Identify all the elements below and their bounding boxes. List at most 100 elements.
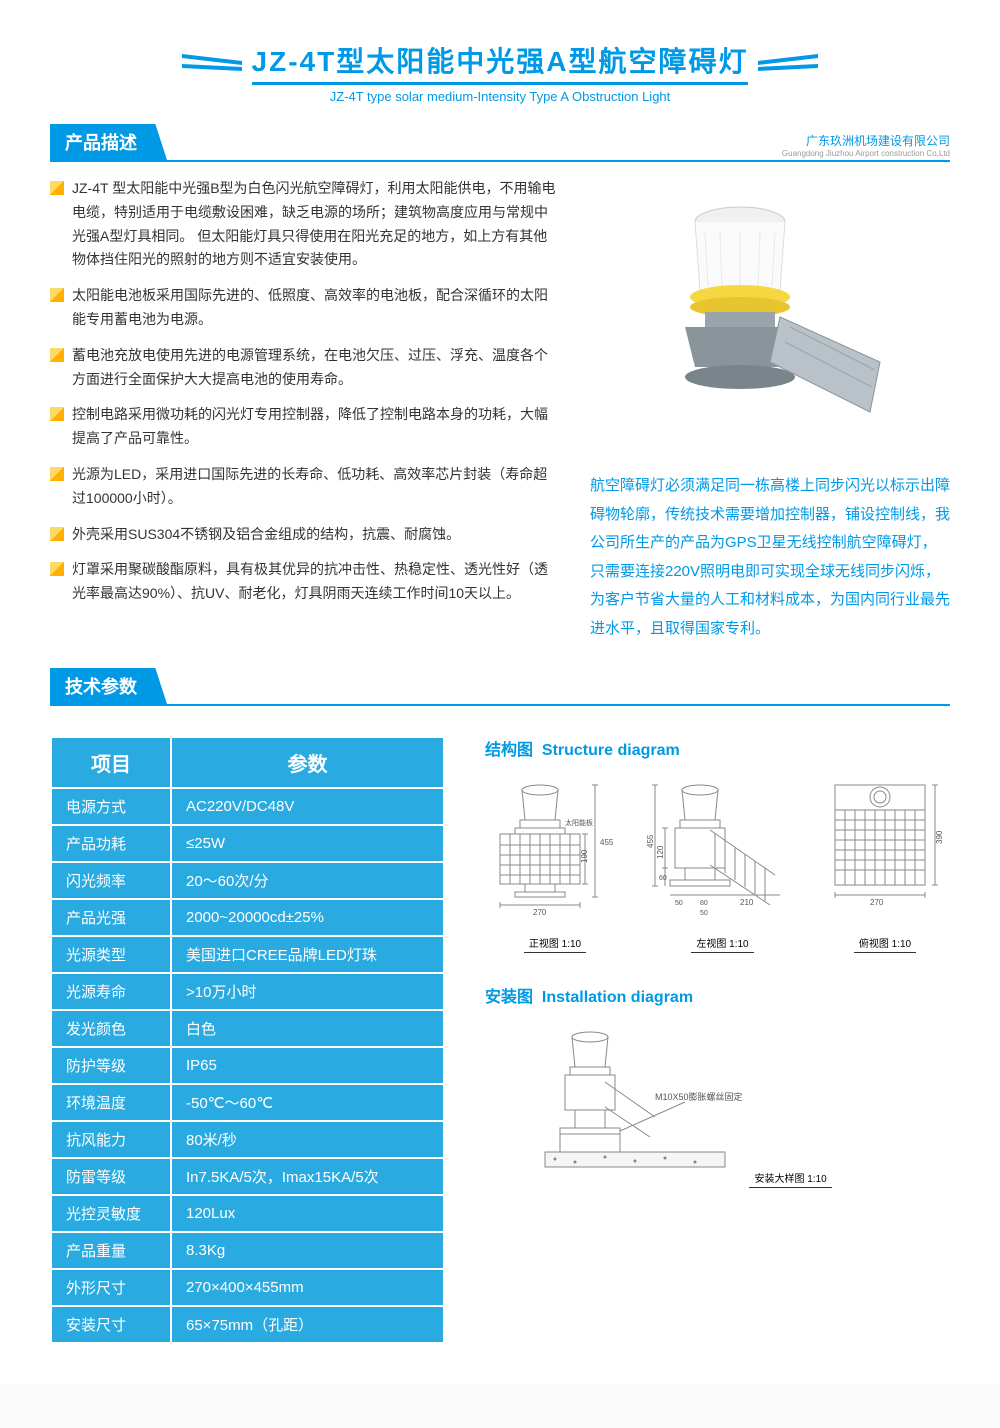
table-row: 电源方式AC220V/DC48V xyxy=(51,788,444,825)
table-cell: ≤25W xyxy=(171,825,444,862)
table-cell: 电源方式 xyxy=(51,788,171,825)
install-label: 安装大样图 1:10 xyxy=(749,1170,831,1188)
table-cell: 270×400×455mm xyxy=(171,1269,444,1306)
section-tab-spec: 技术参数 xyxy=(50,668,167,704)
bullet-text: 光源为LED，采用进口国际先进的长寿命、低功耗、高效率芯片封装（寿命超过1000… xyxy=(72,463,560,511)
table-row: 光源类型美国进口CREE品牌LED灯珠 xyxy=(51,936,444,973)
table-row: 防雷等级In7.5KA/5次，Imax15KA/5次 xyxy=(51,1158,444,1195)
table-cell: 环境温度 xyxy=(51,1084,171,1121)
svg-text:50: 50 xyxy=(675,900,683,907)
table-row: 安装尺寸65×75mm（孔距） xyxy=(51,1306,444,1343)
bullet-text: 控制电路采用微功耗的闪光灯专用控制器，降低了控制电路本身的功耗，大幅提高了产品可… xyxy=(72,403,560,451)
bullet-list: JZ-4T 型太阳能中光强B型为白色闪光航空障碍灯，利用太阳能供电，不用输电电缆… xyxy=(50,177,560,643)
table-cell: 120Lux xyxy=(171,1195,444,1232)
side-view-diagram: 455 120 60 50 80 50 210 左视图 1:10 xyxy=(645,775,800,953)
bullet-text: 蓄电池充放电使用先进的电源管理系统，在电池欠压、过压、浮充、温度各个方面进行全面… xyxy=(72,344,560,392)
side-view-label: 左视图 1:10 xyxy=(691,935,753,953)
product-image xyxy=(590,177,930,457)
wing-right-icon xyxy=(758,54,818,72)
svg-text:270: 270 xyxy=(870,898,884,907)
table-cell: 光源寿命 xyxy=(51,973,171,1010)
table-cell: 产品功耗 xyxy=(51,825,171,862)
table-row: 闪光频率20～60次/分 xyxy=(51,862,444,899)
table-row: 光控灵敏度120Lux xyxy=(51,1195,444,1232)
svg-text:M10X50膨胀螺丝固定: M10X50膨胀螺丝固定 xyxy=(655,1091,743,1102)
table-cell: 产品重量 xyxy=(51,1232,171,1269)
install-title-cn: 安装图 xyxy=(485,989,533,1006)
table-row: 产品光强2000~20000cd±25% xyxy=(51,899,444,936)
table-cell: 发光颜色 xyxy=(51,1010,171,1047)
table-cell: 20～60次/分 xyxy=(171,862,444,899)
spec-th-1: 参数 xyxy=(171,737,444,788)
table-cell: 抗风能力 xyxy=(51,1121,171,1158)
spec-table: 项目参数 电源方式AC220V/DC48V产品功耗≤25W闪光频率20～60次/… xyxy=(50,736,445,1344)
table-cell: 闪光频率 xyxy=(51,862,171,899)
table-cell: 防护等级 xyxy=(51,1047,171,1084)
svg-text:120: 120 xyxy=(656,845,665,859)
table-cell: In7.5KA/5次，Imax15KA/5次 xyxy=(171,1158,444,1195)
top-view-diagram: 390 270 俯视图 1:10 xyxy=(820,775,950,953)
page-header: JZ-4T型太阳能中光强A型航空障碍灯 JZ-4T type solar med… xyxy=(50,40,950,104)
company-cn: 广东玖洲机场建设有限公司 xyxy=(782,132,950,149)
svg-text:455: 455 xyxy=(600,838,614,847)
bullet-icon xyxy=(50,467,64,481)
table-cell: IP65 xyxy=(171,1047,444,1084)
bullet-icon xyxy=(50,527,64,541)
table-cell: 白色 xyxy=(171,1010,444,1047)
bullet-text: JZ-4T 型太阳能中光强B型为白色闪光航空障碍灯，利用太阳能供电，不用输电电缆… xyxy=(72,177,560,272)
svg-text:190: 190 xyxy=(580,849,589,863)
bullet-item: JZ-4T 型太阳能中光强B型为白色闪光航空障碍灯，利用太阳能供电，不用输电电缆… xyxy=(50,177,560,272)
bullet-icon xyxy=(50,562,64,576)
table-cell: 安装尺寸 xyxy=(51,1306,171,1343)
bullet-item: 太阳能电池板采用国际先进的、低照度、高效率的电池板，配合深循环的太阳能专用蓄电池… xyxy=(50,284,560,332)
section-tab-desc: 产品描述 xyxy=(50,124,167,160)
svg-text:210: 210 xyxy=(740,898,754,907)
bullet-item: 外壳采用SUS304不锈钢及铝合金组成的结构，抗震、耐腐蚀。 xyxy=(50,523,560,547)
svg-text:太阳能板: 太阳能板 xyxy=(565,818,593,827)
bullet-icon xyxy=(50,288,64,302)
table-row: 外形尺寸270×400×455mm xyxy=(51,1269,444,1306)
bullet-item: 光源为LED，采用进口国际先进的长寿命、低功耗、高效率芯片封装（寿命超过1000… xyxy=(50,463,560,511)
table-row: 产品功耗≤25W xyxy=(51,825,444,862)
table-row: 抗风能力80米/秒 xyxy=(51,1121,444,1158)
bullet-item: 控制电路采用微功耗的闪光灯专用控制器，降低了控制电路本身的功耗，大幅提高了产品可… xyxy=(50,403,560,451)
table-row: 产品重量8.3Kg xyxy=(51,1232,444,1269)
table-row: 发光颜色白色 xyxy=(51,1010,444,1047)
company-en: Guangdong Jiuzhou Airport construction C… xyxy=(782,149,950,158)
wing-left-icon xyxy=(182,54,242,72)
top-view-label: 俯视图 1:10 xyxy=(854,935,916,953)
table-cell: 美国进口CREE品牌LED灯珠 xyxy=(171,936,444,973)
svg-text:80: 80 xyxy=(700,900,708,907)
bullet-icon xyxy=(50,348,64,362)
bullet-icon xyxy=(50,181,64,195)
title-sub: JZ-4T type solar medium-Intensity Type A… xyxy=(50,89,950,104)
title-main: JZ-4T型太阳能中光强A型航空障碍灯 xyxy=(252,40,749,85)
table-row: 环境温度-50℃～60℃ xyxy=(51,1084,444,1121)
bullet-text: 灯罩采用聚碳酸酯原料，具有极其优异的抗冲击性、热稳定性、透光性好（透光率最高达9… xyxy=(72,558,560,606)
bullet-item: 蓄电池充放电使用先进的电源管理系统，在电池欠压、过压、浮充、温度各个方面进行全面… xyxy=(50,344,560,392)
table-row: 防护等级IP65 xyxy=(51,1047,444,1084)
spec-th-0: 项目 xyxy=(51,737,171,788)
front-view-diagram: 太阳能板 270 455 190 正视图 1:10 xyxy=(485,775,625,953)
svg-text:270: 270 xyxy=(533,908,547,917)
highlight-text: 航空障碍灯必须满足同一栋高楼上同步闪光以标示出障碍物轮廓，传统技术需要增加控制器… xyxy=(590,472,950,643)
structure-title-cn: 结构图 xyxy=(485,742,533,759)
bullet-icon xyxy=(50,407,64,421)
section-header-desc: 产品描述 广东玖洲机场建设有限公司 Guangdong Jiuzhou Airp… xyxy=(50,124,950,162)
bullet-text: 外壳采用SUS304不锈钢及铝合金组成的结构，抗震、耐腐蚀。 xyxy=(72,523,460,547)
company-info: 广东玖洲机场建设有限公司 Guangdong Jiuzhou Airport c… xyxy=(782,132,950,158)
table-cell: 产品光强 xyxy=(51,899,171,936)
table-row: 光源寿命>10万小时 xyxy=(51,973,444,1010)
table-cell: 65×75mm（孔距） xyxy=(171,1306,444,1343)
structure-diagram-title: 结构图 Structure diagram xyxy=(485,736,950,760)
table-cell: 80米/秒 xyxy=(171,1121,444,1158)
table-cell: 外形尺寸 xyxy=(51,1269,171,1306)
svg-text:60: 60 xyxy=(659,875,667,882)
bullet-text: 太阳能电池板采用国际先进的、低照度、高效率的电池板，配合深循环的太阳能专用蓄电池… xyxy=(72,284,560,332)
install-title-en: Installation diagram xyxy=(542,989,693,1006)
table-cell: >10万小时 xyxy=(171,973,444,1010)
table-cell: 2000~20000cd±25% xyxy=(171,899,444,936)
svg-text:390: 390 xyxy=(935,830,944,844)
section-header-spec: 技术参数 xyxy=(50,668,950,706)
table-cell: AC220V/DC48V xyxy=(171,788,444,825)
